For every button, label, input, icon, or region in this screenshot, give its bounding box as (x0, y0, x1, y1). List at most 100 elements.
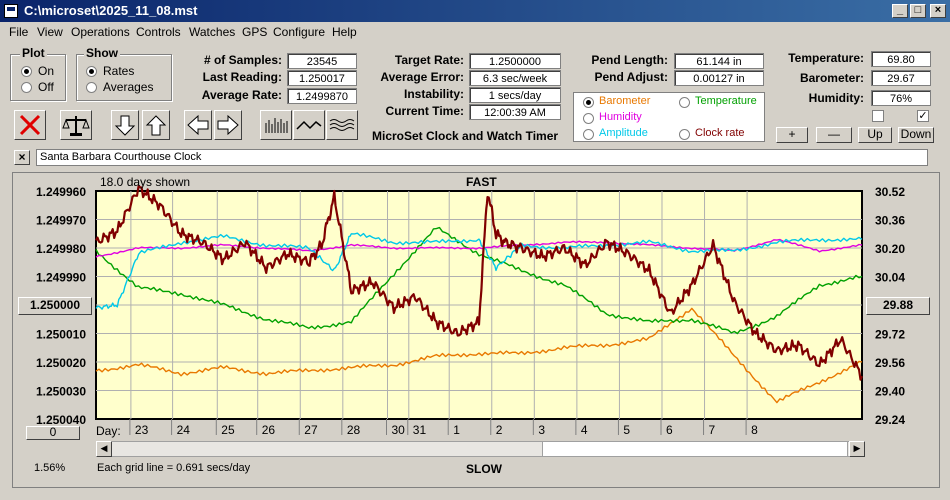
app-icon[interactable] (4, 4, 18, 18)
up-arrow-button[interactable] (142, 110, 170, 140)
show-averages-radio[interactable] (86, 82, 97, 93)
menu-operations[interactable]: Operations (71, 25, 130, 39)
instability-field: 1 secs/day (469, 87, 561, 103)
right-axis-tick: 30.52 (875, 185, 905, 199)
day-label: 27 (304, 423, 318, 437)
scroll-right-button[interactable]: ▶ (849, 441, 865, 457)
right-axis-tick: 30.36 (875, 214, 905, 228)
average-error-field: 6.3 sec/week (469, 70, 561, 86)
calibrate-button[interactable] (60, 110, 92, 140)
scroll-left-button[interactable]: ◀ (96, 441, 112, 457)
instability-label: Instability: (403, 87, 464, 101)
plus-button[interactable]: + (776, 127, 808, 143)
menu-watches[interactable]: Watches (189, 25, 236, 39)
temperature-radio[interactable] (679, 97, 690, 108)
left-axis-tick: 1.250020 (36, 356, 86, 370)
arrow-left-icon (187, 114, 209, 136)
line-chart-icon (296, 120, 322, 130)
day-label: 4 (581, 423, 588, 437)
day-label: 30 (392, 423, 406, 437)
temperature-field: 69.80 (871, 51, 931, 67)
down-button[interactable]: Down (898, 127, 934, 143)
humidity-label: Humidity: (808, 91, 864, 105)
current-time-field: 12:00:39 AM (469, 104, 561, 120)
line-view-button[interactable] (293, 110, 325, 140)
pend-length-label: Pend Length: (591, 53, 668, 67)
wave-icon (329, 119, 355, 131)
right-axis-tick: 30.20 (875, 242, 905, 256)
clock-rate-radio[interactable] (679, 129, 690, 140)
average-rate-field: 1.2499870 (287, 88, 357, 104)
show-averages-label: Averages (103, 80, 154, 94)
center-value-button[interactable]: 1.250000 (18, 297, 92, 315)
menu-controls[interactable]: Controls (136, 25, 181, 39)
barometer-field: 29.67 (871, 70, 931, 86)
balance-scale-icon (62, 116, 90, 136)
menu-configure[interactable]: Configure (273, 25, 326, 39)
left-axis-tick: 1.249970 (36, 214, 86, 228)
plot-off-label: Off (38, 80, 54, 94)
right-axis-tick: 30.04 (875, 271, 905, 285)
menu-bar: File View Operations Controls Watches GP… (0, 22, 950, 42)
comment-field[interactable]: Santa Barbara Courthouse Clock (36, 149, 928, 166)
menu-file[interactable]: File (9, 25, 29, 39)
show-group (76, 54, 172, 101)
right-axis-tick: 29.72 (875, 328, 905, 342)
target-rate-field[interactable]: 1.2500000 (469, 53, 561, 69)
bar-view-button[interactable] (260, 110, 292, 140)
right-arrow-button[interactable] (214, 110, 242, 140)
right-axis-tick: 29.24 (875, 413, 905, 427)
days-shown-label: 18.0 days shown (100, 175, 191, 189)
left-axis-tick: 1.249990 (36, 271, 86, 285)
show-group-title: Show (84, 46, 120, 60)
day-label: 1 (453, 423, 460, 437)
scroll-thumb[interactable] (542, 441, 848, 457)
amplitude-option-label: Amplitude (599, 127, 648, 139)
day-label: 6 (666, 423, 673, 437)
temperature-series-line (95, 226, 863, 335)
minimize-button[interactable]: _ (892, 4, 908, 18)
plot-off-radio[interactable] (21, 82, 32, 93)
humidity-radio[interactable] (583, 113, 594, 124)
left-arrow-button[interactable] (184, 110, 212, 140)
day-label: 7 (709, 423, 716, 437)
menu-help[interactable]: Help (332, 25, 357, 39)
left-axis-tick: 1.249960 (36, 185, 86, 199)
day-label: 3 (538, 423, 545, 437)
right-axis-tick: 29.40 (875, 385, 905, 399)
checkbox-left[interactable] (872, 110, 884, 122)
plot-on-radio[interactable] (21, 66, 32, 77)
show-rates-label: Rates (103, 64, 135, 78)
day-label: 26 (262, 423, 276, 437)
minus-button[interactable]: — (816, 127, 852, 143)
left-axis-tick: 1.250030 (36, 385, 86, 399)
title-bar: C:\microset\2025_11_08.mst _ □ × (0, 0, 950, 22)
clock_rate-series-line (95, 185, 864, 381)
current-time-label: Current Time: (385, 104, 464, 118)
zero-button[interactable]: 0 (26, 426, 80, 440)
day-label: 25 (221, 423, 235, 437)
menu-gps[interactable]: GPS (242, 25, 268, 39)
comment-close-button[interactable]: × (14, 150, 30, 165)
bars-icon (265, 118, 288, 133)
barometer-series-line (95, 307, 863, 404)
right-center-value-button[interactable]: 29.88 (866, 297, 930, 315)
barometer-radio[interactable] (583, 97, 594, 108)
smooth-view-button[interactable] (326, 110, 358, 140)
day-label: 2 (496, 423, 503, 437)
checkbox-right[interactable]: ✓ (917, 110, 929, 122)
x-icon (19, 114, 41, 136)
day-label: 24 (177, 423, 191, 437)
day-label: 31 (413, 423, 427, 437)
maximize-button[interactable]: □ (910, 4, 926, 18)
clear-button[interactable] (14, 110, 46, 140)
close-button[interactable]: × (930, 4, 946, 18)
show-rates-radio[interactable] (86, 66, 97, 77)
clock-rate-option-label: Clock rate (695, 127, 745, 139)
menu-view[interactable]: View (37, 25, 63, 39)
up-button[interactable]: Up (858, 127, 892, 143)
amplitude-radio[interactable] (583, 129, 594, 140)
down-arrow-button[interactable] (111, 110, 139, 140)
overlay-options-box (573, 92, 765, 142)
left-axis-tick: 1.250040 (36, 413, 86, 427)
